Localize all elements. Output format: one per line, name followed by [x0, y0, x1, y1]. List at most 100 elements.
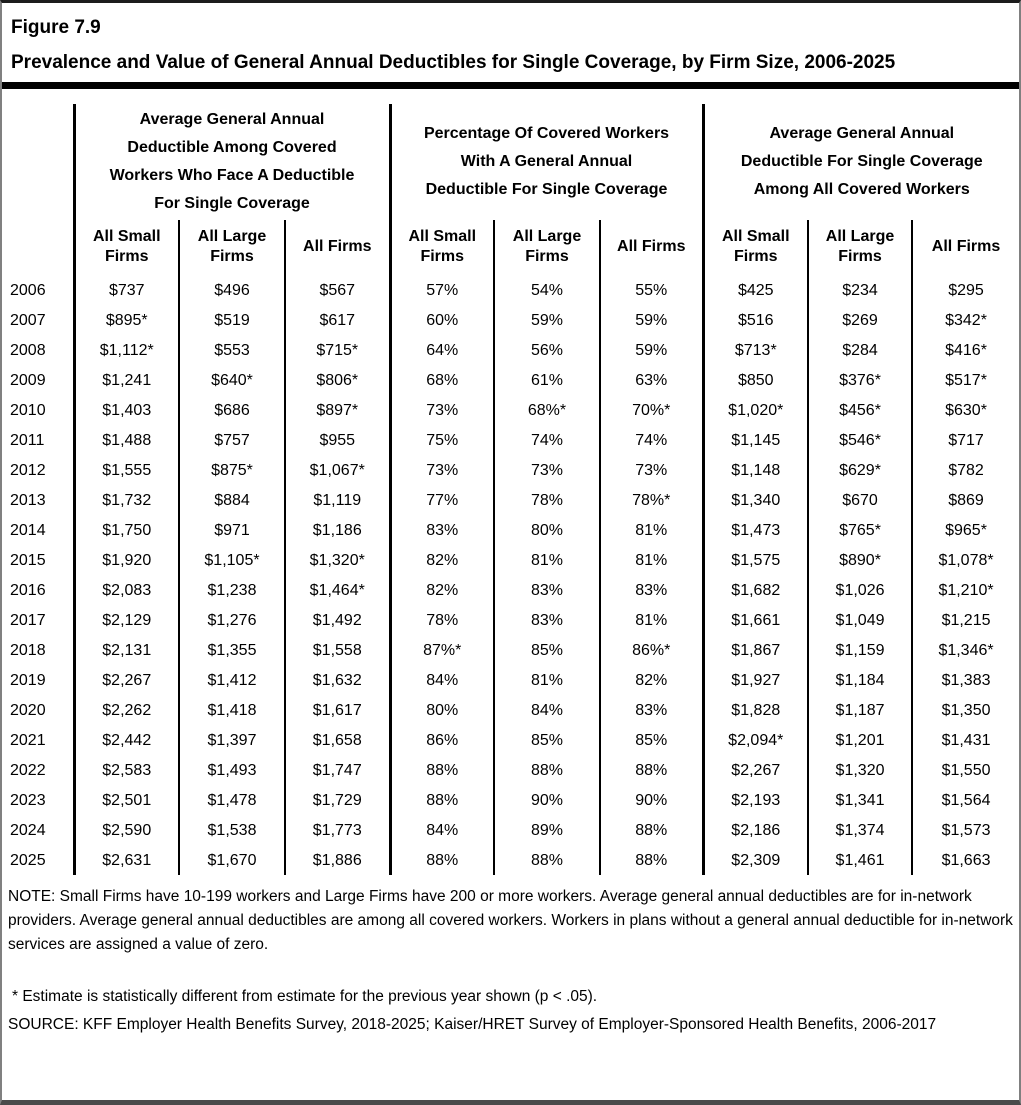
- value-cell: 64%: [388, 335, 494, 365]
- value-cell: $897*: [284, 395, 390, 425]
- value-cell: $640*: [178, 365, 285, 395]
- value-cell: 61%: [493, 365, 600, 395]
- table-row: 2017 $2,129 $1,276 $1,492 78% 83% 81% $1,661 $1,…: [2, 605, 1019, 635]
- value-cell: 84%: [493, 695, 600, 725]
- value-cell: 88%: [598, 845, 704, 875]
- value-cell: $1,238: [178, 575, 285, 605]
- value-cell: $884: [178, 485, 285, 515]
- value-cell: $2,442: [72, 725, 179, 755]
- value-cell: $1,867: [701, 635, 809, 665]
- value-cell: $1,564: [911, 785, 1019, 815]
- figure-label: Figure 7.9: [11, 17, 101, 38]
- subheader-all-firms: All Firms: [911, 220, 1019, 275]
- year-cell: 2019: [10, 671, 46, 689]
- value-cell: $1,732: [72, 485, 179, 515]
- value-cell: 59%: [493, 305, 600, 335]
- value-cell: $425: [701, 275, 809, 305]
- value-cell: $2,262: [72, 695, 179, 725]
- value-cell: 86%: [388, 725, 494, 755]
- value-cell: 89%: [493, 815, 600, 845]
- value-cell: 83%: [598, 575, 704, 605]
- value-cell: $1,346*: [911, 635, 1019, 665]
- value-cell: $806*: [284, 365, 390, 395]
- value-cell: 88%: [388, 845, 494, 875]
- value-cell: $1,145: [701, 425, 809, 455]
- value-cell: 88%: [493, 845, 600, 875]
- value-cell: 82%: [388, 545, 494, 575]
- value-cell: 82%: [598, 665, 704, 695]
- value-cell: $1,067*: [284, 455, 390, 485]
- value-cell: $1,729: [284, 785, 390, 815]
- subheader-all-large-firms: All Large Firms: [493, 220, 600, 275]
- value-cell: 83%: [388, 515, 494, 545]
- value-cell: $553: [178, 335, 285, 365]
- value-cell: $1,418: [178, 695, 285, 725]
- value-cell: $516: [701, 305, 809, 335]
- value-cell: 78%*: [598, 485, 704, 515]
- value-cell: $1,473: [701, 515, 809, 545]
- table-row: 2016 $2,083 $1,238 $1,464* 82% 83% 83% $1,682 $1…: [2, 575, 1019, 605]
- year-cell: 2010: [10, 401, 46, 419]
- value-cell: $782: [911, 455, 1019, 485]
- value-cell: $1,341: [807, 785, 913, 815]
- year-column-spacer: [2, 104, 74, 220]
- value-cell: $713*: [701, 335, 809, 365]
- value-cell: $234: [807, 275, 913, 305]
- value-cell: $2,501: [72, 785, 179, 815]
- value-cell: $1,186: [284, 515, 390, 545]
- value-cell: $1,201: [807, 725, 913, 755]
- value-cell: 88%: [598, 815, 704, 845]
- table-row: 2014 $1,750 $971 $1,186 83% 80% 81% $1,473 $765*…: [2, 515, 1019, 545]
- table-body: 2006 $737 $496 $567 57% 54% 55% $425 $234 $295 200…: [2, 275, 1019, 875]
- value-cell: $1,350: [911, 695, 1019, 725]
- year-cell: 2021: [10, 731, 46, 749]
- value-cell: $1,374: [807, 815, 913, 845]
- table-row: 2006 $737 $496 $567 57% 54% 55% $425 $234 $295: [2, 275, 1019, 305]
- subheader-all-large-firms: All Large Firms: [807, 220, 913, 275]
- year-cell: 2007: [10, 311, 46, 329]
- value-cell: $1,320: [807, 755, 913, 785]
- value-cell: 54%: [493, 275, 600, 305]
- table-row: 2023 $2,501 $1,478 $1,729 88% 90% 90% $2,193 $1,…: [2, 785, 1019, 815]
- value-cell: 63%: [598, 365, 704, 395]
- figure-title-block: Figure 7.9 Prevalence and Value of Gener…: [2, 3, 1019, 80]
- value-cell: 60%: [388, 305, 494, 335]
- value-cell: $1,670: [178, 845, 285, 875]
- value-cell: $1,078*: [911, 545, 1019, 575]
- value-cell: $1,773: [284, 815, 390, 845]
- value-cell: 85%: [493, 725, 600, 755]
- year-cell: 2013: [10, 491, 46, 509]
- value-cell: $1,020*: [701, 395, 809, 425]
- value-cell: $890*: [807, 545, 913, 575]
- value-cell: $269: [807, 305, 913, 335]
- significance-note: * Estimate is statistically different fr…: [12, 988, 598, 1005]
- value-cell: $1,187: [807, 695, 913, 725]
- group-header-avg-deductible-facing-workers: Average General Annual Deductible Among …: [72, 104, 390, 220]
- value-cell: $1,558: [284, 635, 390, 665]
- value-cell: $1,461: [807, 845, 913, 875]
- value-cell: 80%: [493, 515, 600, 545]
- value-cell: $1,750: [72, 515, 179, 545]
- value-cell: $1,492: [284, 605, 390, 635]
- value-cell: $715*: [284, 335, 390, 365]
- subheader-all-firms: All Firms: [284, 220, 390, 275]
- value-cell: $965*: [911, 515, 1019, 545]
- value-cell: $1,412: [178, 665, 285, 695]
- value-cell: $1,241: [72, 365, 179, 395]
- value-cell: 81%: [598, 545, 704, 575]
- value-cell: $737: [72, 275, 179, 305]
- value-cell: $2,083: [72, 575, 179, 605]
- table-row: 2009 $1,241 $640* $806* 68% 61% 63% $850 $376* $5…: [2, 365, 1019, 395]
- value-cell: 73%: [388, 455, 494, 485]
- value-cell: $567: [284, 275, 390, 305]
- value-cell: 73%: [388, 395, 494, 425]
- value-cell: $1,747: [284, 755, 390, 785]
- value-cell: 82%: [388, 575, 494, 605]
- value-cell: $1,632: [284, 665, 390, 695]
- table-row: 2008 $1,112* $553 $715* 64% 56% 59% $713* $284 $4…: [2, 335, 1019, 365]
- value-cell: 68%: [388, 365, 494, 395]
- table-row: 2021 $2,442 $1,397 $1,658 86% 85% 85% $2,094* $1…: [2, 725, 1019, 755]
- footnotes-block: NOTE: Small Firms have 10-199 workers an…: [2, 885, 1019, 1037]
- value-cell: $2,267: [72, 665, 179, 695]
